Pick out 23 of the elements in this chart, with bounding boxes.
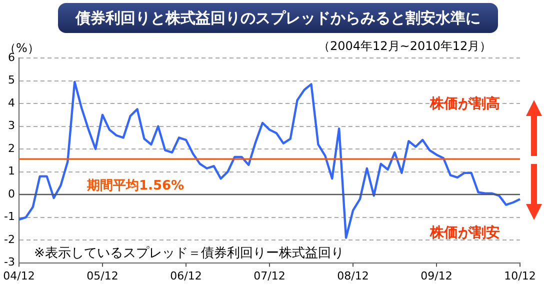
y-tick-label: 0 <box>8 187 15 200</box>
annotation: 株価が割安 <box>430 224 500 242</box>
annotation: ※表示しているスプレッド＝債券利回りー株式益回り <box>34 245 344 262</box>
x-tick-label: 06/12 <box>170 269 202 282</box>
y-tick-label: -3 <box>4 256 15 269</box>
annotation: 株価が割高 <box>430 95 500 113</box>
x-tick-label: 04/12 <box>3 269 35 282</box>
x-tick-label: 10/12 <box>504 269 536 282</box>
x-tick-label: 07/12 <box>254 269 286 282</box>
y-tick-label: 5 <box>8 74 15 87</box>
x-tick-label: 09/12 <box>420 269 452 282</box>
y-tick-label: -2 <box>4 232 15 246</box>
y-tick-label: -1 <box>4 210 15 224</box>
x-tick-label: 08/12 <box>337 269 369 282</box>
chart-title: 債券利回りと株式益回りのスプレッドからみると割安水準に <box>58 3 498 33</box>
y-tick-label: 2 <box>8 142 15 155</box>
x-tick-label: 05/12 <box>86 269 118 282</box>
y-tick-label: 4 <box>8 96 15 110</box>
y-tick-label: 1 <box>8 164 15 178</box>
chart-subtitle: （2004年12月~2010年12月） <box>318 38 492 55</box>
ref-line-label: 期間平均1.56% <box>86 178 184 194</box>
y-tick-label: 3 <box>8 119 15 132</box>
y-tick-label: 6 <box>8 50 15 64</box>
